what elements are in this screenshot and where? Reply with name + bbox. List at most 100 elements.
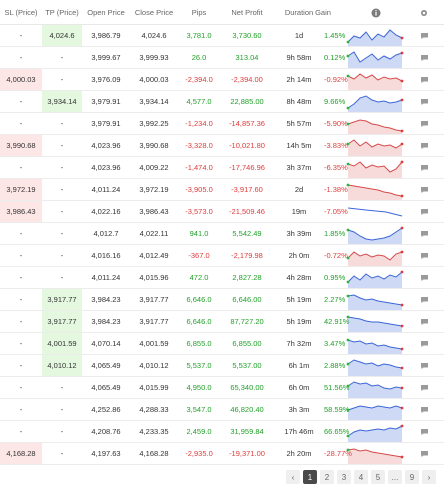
prev-page-button[interactable]: ‹ (286, 470, 300, 484)
table-row[interactable]: - - 4,016.16 4,012.49 -367.0 -2,179.98 2h 0m -0… (0, 245, 444, 267)
sparkline (344, 267, 406, 288)
page-button[interactable]: 1 (303, 470, 317, 484)
sparkline (344, 311, 406, 332)
header-duration[interactable]: Duration (284, 8, 314, 17)
comment-icon[interactable] (416, 333, 432, 354)
table-row[interactable]: - 4,001.59 4,070.14 4,001.59 6,855.0 6,855.00… (0, 333, 444, 355)
close-cell: 3,972.19 (139, 185, 169, 194)
sparkline-point (400, 406, 404, 409)
pips-cell: 4,950.0 (186, 383, 212, 392)
comment-icon[interactable] (416, 69, 432, 90)
np-cell: -17,746.96 (229, 163, 265, 172)
table-row[interactable]: - - 4,012.7 4,022.11 941.0 5,542.49 3h 39m 1.85… (0, 223, 444, 245)
table-row[interactable]: - - 4,023.96 4,009.22 -1,474.0 -17,746.96 3h 3… (0, 157, 444, 179)
comment-icon[interactable] (416, 377, 432, 398)
sparkline-line (347, 94, 403, 108)
next-page-button[interactable]: › (422, 470, 436, 484)
close-cell: 4,015.96 (139, 273, 169, 282)
gain-cell: -3.83% (324, 141, 348, 150)
comment-icon[interactable] (416, 135, 432, 156)
open-cell: 3,984.23 (91, 295, 121, 304)
sparkline (344, 333, 406, 354)
sl-cell: - (19, 405, 23, 414)
header-gain[interactable]: Gain (315, 8, 331, 17)
table-row[interactable]: - 4,010.12 4,065.49 4,010.12 5,537.0 5,537.00… (0, 355, 444, 377)
comment-icon[interactable] (416, 267, 432, 288)
page-button[interactable]: ... (388, 470, 402, 484)
comment-icon[interactable] (416, 47, 432, 68)
tp-cell: - (60, 251, 64, 260)
sparkline-area (348, 271, 402, 288)
table-row[interactable]: 4,000.03 - 3,976.09 4,000.03 -2,394.0 -2,394.… (0, 69, 444, 91)
table-row[interactable]: - - 4,252.86 4,288.33 3,547.0 46,820.40 3h 3m 5… (0, 399, 444, 421)
comment-icon[interactable] (416, 91, 432, 112)
gain-cell: -7.05% (324, 207, 348, 216)
comment-icon[interactable] (416, 245, 432, 266)
info-icon[interactable] (366, 0, 386, 25)
table-row[interactable]: 3,972.19 - 4,011.24 3,972.19 -3,905.0 -3,917.… (0, 179, 444, 201)
header-open-price[interactable]: Open Price (87, 8, 125, 17)
sparkline-point (400, 160, 404, 163)
comment-icon[interactable] (416, 355, 432, 376)
pips-cell: 6,646.0 (186, 295, 212, 304)
sl-cell: - (19, 251, 23, 260)
header-tp[interactable]: TP (Price) (45, 8, 79, 17)
comment-icon[interactable] (416, 157, 432, 178)
header-pips[interactable]: Pips (191, 8, 207, 17)
sparkline-area (348, 51, 402, 68)
sparkline-point (346, 280, 350, 283)
table-row[interactable]: 3,986.43 - 4,022.16 3,986.43 -3,573.0 -21,509… (0, 201, 444, 223)
comment-icon[interactable] (416, 289, 432, 310)
table-row[interactable]: 4,168.28 - 4,197.63 4,168.28 -2,935.0 -19,371… (0, 443, 444, 465)
comment-icon[interactable] (416, 311, 432, 332)
table-row[interactable]: - - 4,011.24 4,015.96 472.0 2,827.28 4h 28m 0.9… (0, 267, 444, 289)
comment-icon[interactable] (416, 443, 432, 464)
gain-cell: 1.85% (324, 229, 346, 238)
table-row[interactable]: - 4,024.6 3,986.79 4,024.6 3,781.0 3,730.60 1d… (0, 25, 444, 47)
comment-icon[interactable] (416, 399, 432, 420)
close-cell: 3,917.77 (139, 295, 169, 304)
sl-cell: - (19, 383, 23, 392)
comment-icon[interactable] (416, 223, 432, 244)
close-cell: 3,917.77 (139, 317, 169, 326)
comment-icon[interactable] (416, 421, 432, 442)
page-button[interactable]: 3 (337, 470, 351, 484)
header-sl[interactable]: SL (Price) (4, 8, 38, 17)
close-cell: 4,288.33 (139, 405, 169, 414)
table-row[interactable]: - 3,917.77 3,984.23 3,917.77 6,646.0 6,646.00… (0, 289, 444, 311)
page-button[interactable]: 2 (320, 470, 334, 484)
gain-cell: -6.35% (324, 163, 348, 172)
header-net-profit[interactable]: Net Profit (231, 8, 263, 17)
open-cell: 4,011.24 (91, 273, 121, 282)
table-row[interactable]: - 3,934.14 3,979.91 3,934.14 4,577.0 22,885.0… (0, 91, 444, 113)
gear-icon[interactable] (416, 0, 432, 25)
np-cell: -21,509.46 (229, 207, 265, 216)
page-button[interactable]: 9 (405, 470, 419, 484)
dur-cell: 5h 19m (286, 295, 312, 304)
sparkline-point (400, 455, 404, 458)
comment-icon[interactable] (416, 113, 432, 134)
close-cell: 4,022.11 (139, 229, 169, 238)
table-row[interactable]: - 3,917.77 3,984.23 3,917.77 6,646.0 87,727.2… (0, 311, 444, 333)
tp-cell: - (60, 405, 64, 414)
page-button[interactable]: 4 (354, 470, 368, 484)
sparkline-line (347, 184, 403, 196)
sparkline (344, 443, 406, 464)
table-row[interactable]: - - 3,999.67 3,999.93 26.0 313.04 9h 58m 0.12% (0, 47, 444, 69)
comment-icon[interactable] (416, 25, 432, 46)
gain-cell: 42.91% (324, 317, 350, 326)
table-row[interactable]: - - 3,979.91 3,992.25 -1,234.0 -14,857.36 5h 5… (0, 113, 444, 135)
table-row[interactable]: - - 4,208.76 4,233.35 2,459.0 31,959.84 17h 46… (0, 421, 444, 443)
sparkline-point (346, 434, 350, 437)
table-header: SL (Price) TP (Price) Open Price Close P… (0, 0, 444, 25)
np-cell: 65,340.00 (230, 383, 264, 392)
comment-icon[interactable] (416, 201, 432, 222)
comment-icon[interactable] (416, 179, 432, 200)
header-close-price[interactable]: Close Price (134, 8, 174, 17)
table-row[interactable]: 3,990.68 - 4,023.96 3,990.68 -3,328.0 -10,021… (0, 135, 444, 157)
table-row[interactable]: - - 4,065.49 4,015.99 4,950.0 65,340.00 6h 0m 5… (0, 377, 444, 399)
sparkline-point (346, 40, 350, 43)
sparkline-area (348, 381, 402, 398)
sl-cell: 4,000.03 (0, 69, 42, 90)
page-button[interactable]: 5 (371, 470, 385, 484)
